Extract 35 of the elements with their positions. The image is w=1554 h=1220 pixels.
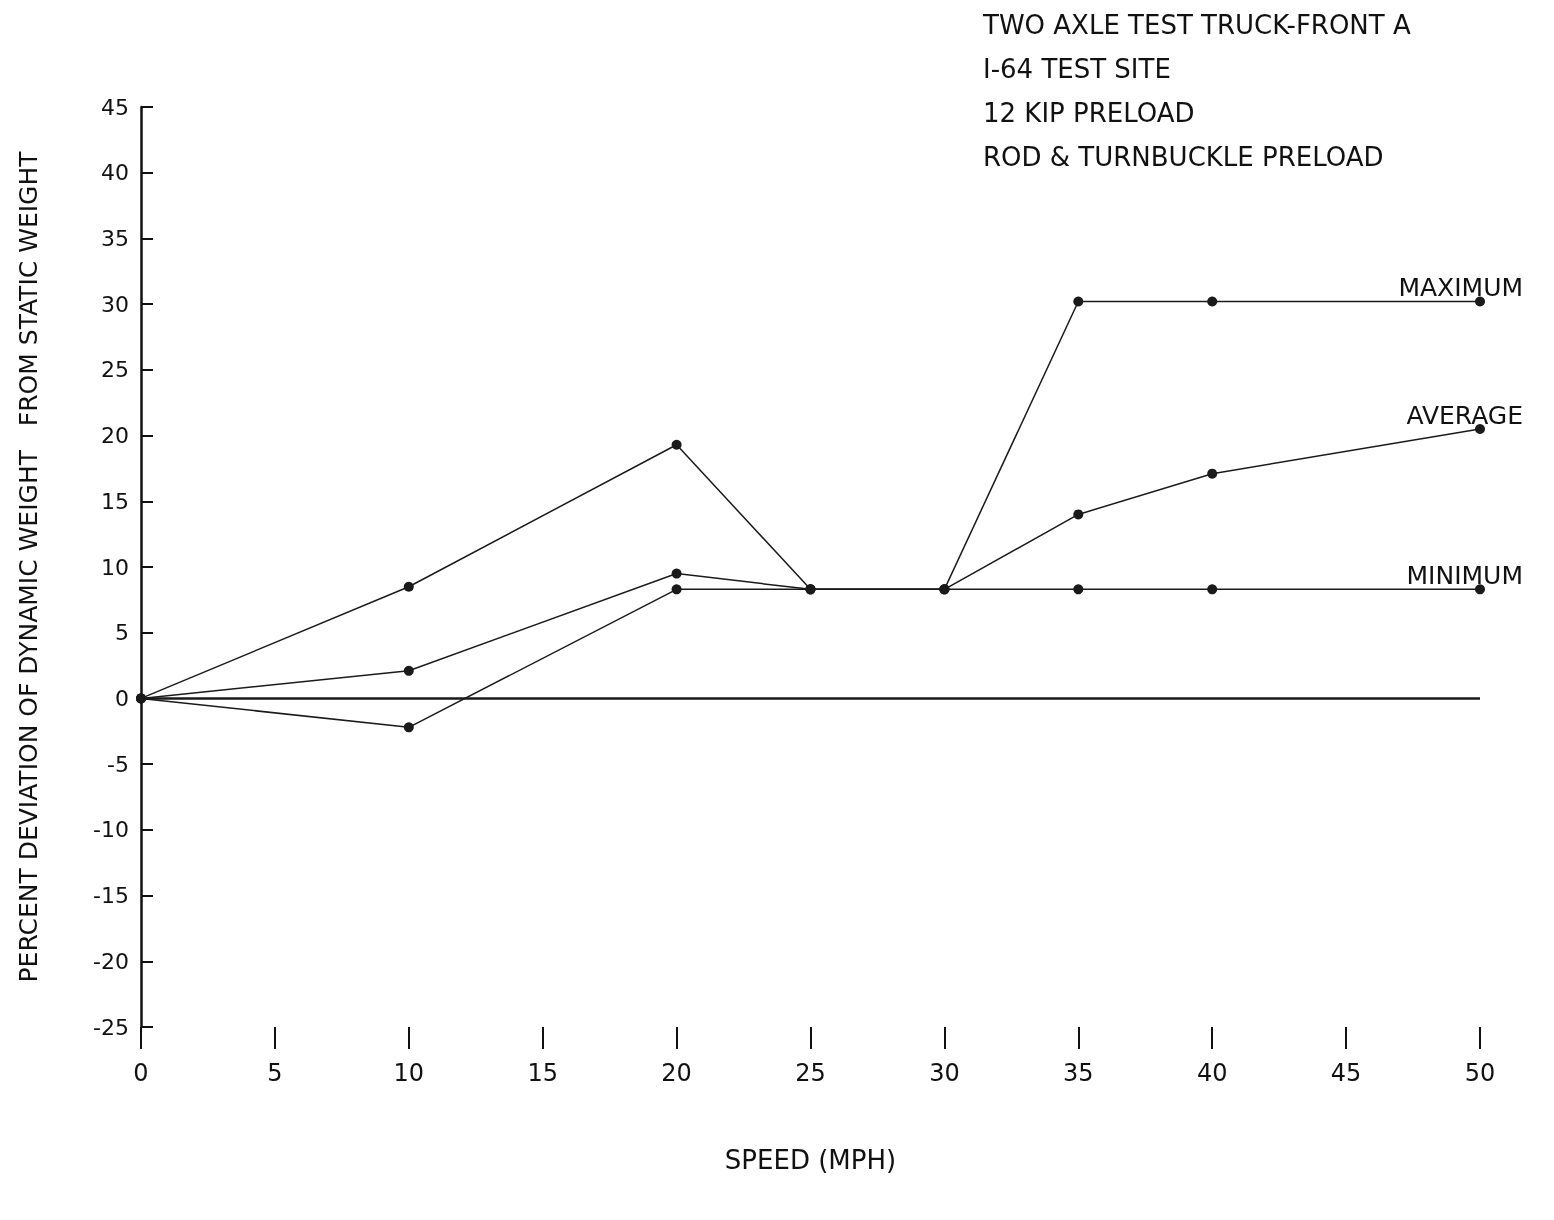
- annotation: ROD & TURNBUCKLE PRELOAD: [983, 142, 1384, 172]
- x-tick-label: 0: [133, 1059, 149, 1087]
- series-label: MINIMUM: [1406, 560, 1523, 590]
- x-tick-label: 10: [393, 1059, 425, 1087]
- y-axis-title: PERCENT DEVIATION OF DYNAMIC WEIGHT FROM STATIC WEIGHT: [14, 150, 43, 983]
- x-tick-label: 35: [1063, 1059, 1094, 1087]
- y-tick-label: 35: [101, 225, 129, 251]
- y-tick-label: -10: [93, 817, 129, 843]
- chart-title: TWO AXLE TEST TRUCK-FRONT A: [982, 10, 1411, 40]
- y-tick-label: 5: [115, 620, 129, 646]
- annotation: 12 KIP PRELOAD: [983, 98, 1195, 128]
- x-axis-title: SPEED (MPH): [724, 1145, 897, 1175]
- y-tick-label: -15: [93, 883, 129, 909]
- x-tick-label: 15: [527, 1059, 558, 1087]
- y-tick-label: 25: [101, 357, 129, 383]
- x-tick-label: 5: [267, 1059, 283, 1087]
- x-tick-label: 50: [1464, 1059, 1496, 1087]
- y-tick-label: -20: [93, 948, 129, 974]
- text: I-64 TEST SITE: [983, 54, 1171, 84]
- x-tick-label: 45: [1330, 1059, 1362, 1087]
- y-tick-label: 10: [101, 554, 129, 580]
- y-tick-label: 20: [101, 423, 129, 449]
- x-tick-label: 20: [661, 1059, 692, 1087]
- series-label: MAXIMUM: [1398, 273, 1523, 303]
- y-tick-label: 15: [101, 488, 129, 514]
- y-tick-label: 30: [101, 291, 129, 317]
- x-tick-label: 40: [1196, 1059, 1228, 1087]
- y-tick-label: 45: [101, 94, 129, 120]
- y-tick-label: 0: [115, 685, 129, 711]
- x-tick-label: 30: [929, 1059, 960, 1087]
- y-tick-label: 40: [101, 160, 129, 186]
- y-tick-label: -25: [93, 1014, 129, 1040]
- series-label: AVERAGE: [1406, 400, 1523, 430]
- x-tick-label: 25: [795, 1059, 826, 1087]
- y-tick-label: -5: [107, 751, 129, 777]
